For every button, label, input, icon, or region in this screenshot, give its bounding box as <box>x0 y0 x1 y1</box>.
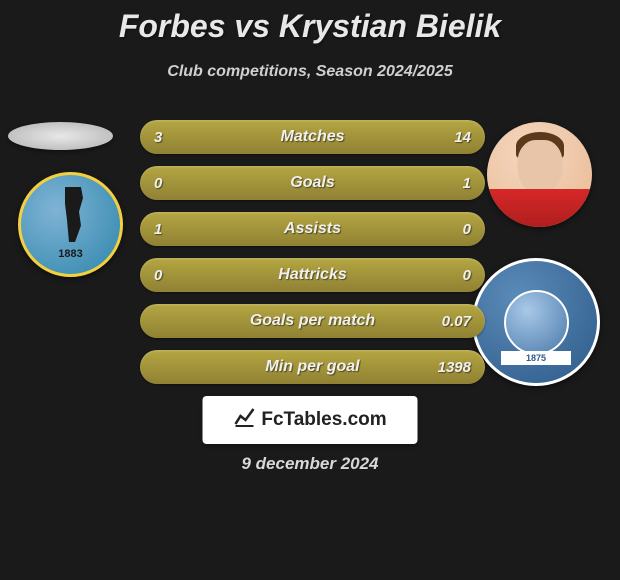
left-club-year: 1883 <box>58 248 82 260</box>
comparison-card: Forbes vs Krystian Bielik Club competiti… <box>0 0 620 580</box>
stat-label: Hattricks <box>278 266 346 284</box>
stat-row: 1 Assists 0 <box>140 212 485 246</box>
chart-icon <box>233 406 255 434</box>
branding-box: FcTables.com <box>203 396 418 444</box>
footer-date: 9 december 2024 <box>241 454 378 474</box>
branding-text: FcTables.com <box>261 409 386 431</box>
stat-label: Goals per match <box>250 312 375 330</box>
stat-left-value: 0 <box>154 175 184 192</box>
stat-right-value: 0 <box>441 221 471 238</box>
stat-label: Min per goal <box>265 358 359 376</box>
stat-right-value: 0.07 <box>441 313 471 330</box>
stat-row: 0 Hattricks 0 <box>140 258 485 292</box>
stat-right-value: 14 <box>441 129 471 146</box>
stat-left-value: 1 <box>154 221 184 238</box>
stat-left-value: 3 <box>154 129 184 146</box>
stat-label: Assists <box>284 220 341 238</box>
player-jersey <box>487 189 592 227</box>
page-subtitle: Club competitions, Season 2024/2025 <box>0 63 620 81</box>
right-club-year: 1875 <box>501 351 571 365</box>
player-head <box>517 140 562 195</box>
page-title: Forbes vs Krystian Bielik <box>0 0 620 45</box>
stat-row: 0 Goals 1 <box>140 166 485 200</box>
stat-row: Min per goal 1398 <box>140 350 485 384</box>
stat-left-value: 0 <box>154 267 184 284</box>
stat-right-value: 0 <box>441 267 471 284</box>
right-player-photo <box>487 122 592 227</box>
left-club-badge: 1883 <box>18 172 123 277</box>
stat-right-value: 1 <box>441 175 471 192</box>
globe-icon <box>504 290 569 355</box>
stat-label: Goals <box>290 174 334 192</box>
stat-row: 3 Matches 14 <box>140 120 485 154</box>
stat-label: Matches <box>280 128 344 146</box>
left-player-placeholder <box>8 122 113 150</box>
right-club-badge: 1875 <box>472 258 600 386</box>
stats-list: 3 Matches 14 0 Goals 1 1 Assists 0 0 Hattricks 0 Goa… <box>140 120 485 396</box>
stat-right-value: 1398 <box>438 359 471 376</box>
stat-row: Goals per match 0.07 <box>140 304 485 338</box>
